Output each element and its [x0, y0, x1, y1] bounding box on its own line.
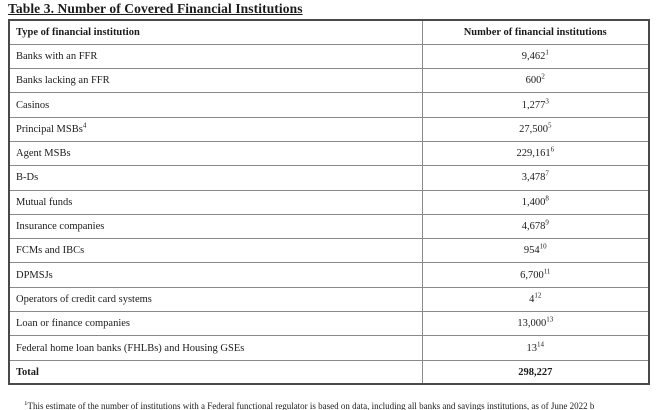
institution-count-cell: 229,1616 — [421, 140, 650, 167]
institution-type-cell: FCMs and IBCs — [8, 238, 423, 264]
footnote-marker: 1 — [24, 401, 28, 407]
table-row: FCMs and IBCs 95410 — [8, 238, 650, 264]
institution-type-cell: Loan or finance companies — [8, 311, 423, 337]
footnote-ref: 8 — [545, 194, 549, 203]
institution-type-cell: Banks lacking an FFR — [8, 68, 423, 94]
institution-type-cell: Principal MSBs4 — [8, 116, 423, 142]
institution-type-cell: Federal home loan banks (FHLBs) and Hous… — [8, 335, 423, 361]
footnote-ref: 11 — [543, 267, 551, 276]
institution-count-cell: 1314 — [421, 335, 650, 361]
footnote-text: This estimate of the number of instituti… — [27, 401, 595, 410]
institution-count-cell: 27,5005 — [421, 116, 650, 142]
column-header-number: Number of financial institutions — [421, 19, 650, 45]
financial-institutions-table: Type of financial institution Number of … — [8, 19, 650, 386]
institution-count-cell: 1,2773 — [421, 92, 650, 118]
institution-type-cell: Banks with an FFR — [8, 43, 423, 70]
footnote-ref: 12 — [534, 291, 542, 300]
footnote-ref: 4 — [82, 121, 87, 130]
institution-count-cell: 412 — [421, 286, 650, 313]
table-row: Mutual funds 1,4008 — [8, 189, 650, 215]
institution-count-cell: 3,4787 — [421, 165, 650, 191]
table-row: Insurance companies 4,6789 — [8, 213, 650, 240]
institution-count-cell: 95410 — [421, 238, 650, 264]
table-row: B-Ds 3,4787 — [8, 165, 650, 191]
table-row: Federal home loan banks (FHLBs) and Hous… — [8, 335, 650, 361]
institution-count-cell: 1,4008 — [421, 189, 650, 215]
table-row: Principal MSBs4 27,5005 — [8, 116, 650, 142]
footnote-ref: 3 — [545, 97, 549, 106]
footnote-ref: 9 — [545, 218, 549, 227]
table-row: Banks lacking an FFR 6002 — [8, 68, 650, 94]
table-row: Banks with an FFR 9,4621 — [8, 43, 650, 70]
table-row: Loan or finance companies 13,00013 — [8, 311, 650, 337]
footnote-ref: 6 — [550, 145, 555, 154]
footnote-ref: 1 — [545, 48, 549, 57]
institution-type-cell: Insurance companies — [8, 213, 423, 240]
institution-count-cell: 6,70011 — [421, 262, 650, 288]
institution-type-cell: Operators of credit card systems — [8, 286, 423, 313]
institution-type-cell: Mutual funds — [8, 189, 423, 215]
institution-type-cell: Agent MSBs — [8, 140, 423, 167]
table-row: Casinos 1,2773 — [8, 92, 650, 118]
footnote-ref: 14 — [537, 340, 544, 348]
institution-type-cell: B-Ds — [8, 165, 423, 191]
total-label-cell: Total — [8, 359, 423, 385]
header-row: Type of financial institution Number of … — [8, 19, 650, 45]
footnote-ref: 10 — [539, 242, 547, 251]
footnote-ref: 7 — [545, 169, 549, 178]
table-title: Table 3. Number of Covered Financial Ins… — [8, 1, 303, 16]
total-row: Total 298,227 — [8, 359, 650, 385]
footnote-ref: 2 — [541, 72, 545, 81]
institution-count-cell: 9,4621 — [421, 43, 650, 70]
footnote-ref: 5 — [547, 121, 552, 130]
column-header-type: Type of financial institution — [8, 19, 423, 45]
table-row: DPMSJs 6,70011 — [8, 262, 650, 288]
table-row: Operators of credit card systems 412 — [8, 286, 650, 313]
footnote: 1This estimate of the number of institut… — [24, 401, 649, 410]
table-row: Agent MSBs 229,1616 — [8, 140, 650, 167]
footnote-ref: 13 — [546, 315, 554, 324]
institution-type-cell: DPMSJs — [8, 262, 423, 288]
institution-count-cell: 4,6789 — [421, 213, 650, 240]
institution-count-cell: 6002 — [421, 68, 650, 94]
total-value-cell: 298,227 — [421, 359, 650, 385]
institution-count-cell: 13,00013 — [421, 311, 650, 337]
institution-type-cell: Casinos — [8, 92, 423, 118]
